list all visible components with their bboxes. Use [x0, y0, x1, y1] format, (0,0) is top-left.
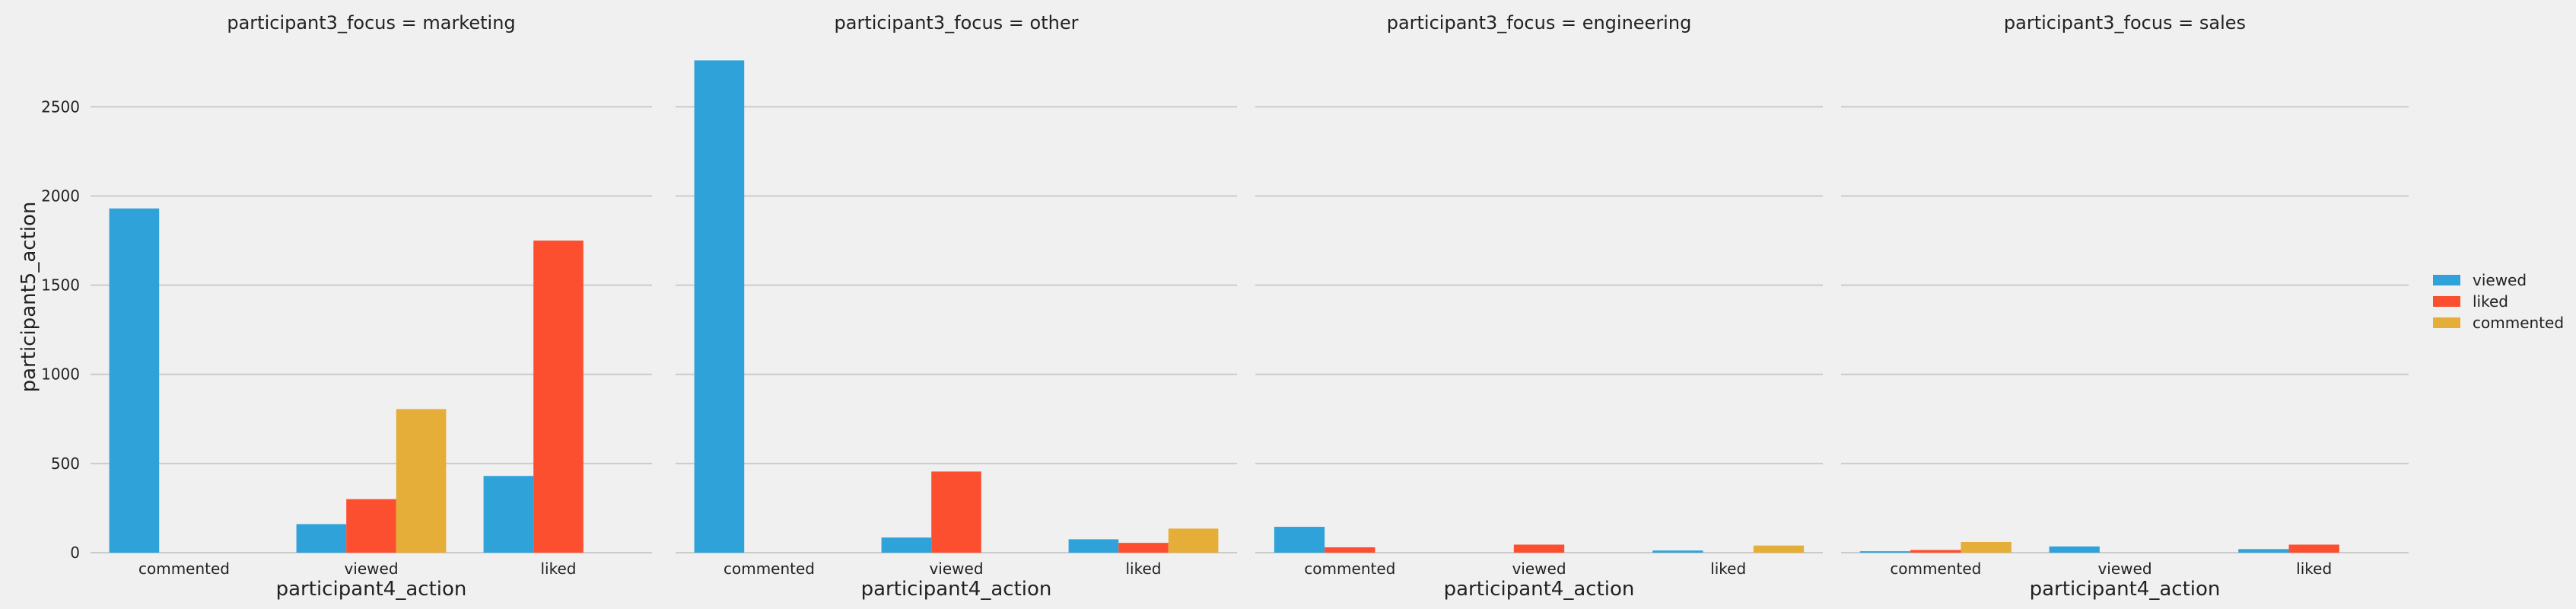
legend-entry-viewed: viewed	[2473, 271, 2527, 289]
x-axis-label: participant4_action	[1444, 578, 1635, 601]
bar-viewed-viewed	[2049, 546, 2100, 553]
x-axis-label: participant4_action	[861, 578, 1052, 601]
y-tick-label: 2500	[41, 97, 80, 116]
bar-commented-commented	[1961, 541, 2012, 553]
y-tick-label: 0	[70, 544, 80, 562]
y-tick-label: 1500	[41, 276, 80, 295]
bar-viewed-viewed	[296, 524, 347, 553]
facets-group: 0 500 1000 1500 2000 2500 participant3_focus =…	[41, 12, 2409, 601]
x-tick-label: viewed	[1512, 560, 1566, 578]
bar-commented-liked	[1753, 545, 1805, 553]
bar-viewed-commented	[109, 208, 160, 553]
bar-liked-commented	[1910, 550, 1961, 553]
legend-swatch-commented	[2433, 317, 2460, 328]
bar-liked-liked	[2288, 544, 2339, 553]
bar-commented-liked	[1168, 528, 1219, 553]
y-axis-label: participant5_action	[17, 202, 40, 393]
bar-viewed-viewed	[881, 537, 932, 553]
bar-liked-commented	[1325, 547, 1375, 553]
x-tick-label: commented	[724, 560, 815, 578]
legend-entry-liked: liked	[2473, 292, 2508, 311]
x-tick-label: commented	[1890, 560, 1981, 578]
x-axis-label: participant4_action	[276, 578, 467, 601]
bar-viewed-commented	[1859, 551, 1911, 553]
y-tick-label: 500	[51, 454, 80, 473]
x-tick-label: liked	[2296, 560, 2332, 578]
x-tick-label: liked	[1710, 560, 1746, 578]
legend-entry-commented: commented	[2473, 314, 2564, 332]
bar-liked-liked	[1118, 543, 1169, 553]
facet-title: participant3_focus = marketing	[227, 12, 515, 33]
bar-liked-viewed	[1513, 544, 1565, 553]
legend: viewed liked commented	[2433, 271, 2564, 332]
bar-commented-viewed	[396, 409, 447, 553]
bar-viewed-commented	[694, 60, 745, 553]
x-tick-label: commented	[138, 560, 230, 578]
x-tick-label: viewed	[929, 560, 983, 578]
facet-title: participant3_focus = sales	[2004, 12, 2246, 33]
facet-3: participant3_focus = sales commented viewe…	[1841, 12, 2409, 601]
bar-liked-liked	[533, 241, 584, 553]
y-tick-label: 1000	[41, 365, 80, 384]
x-tick-label: commented	[1304, 560, 1395, 578]
bar-liked-viewed	[931, 471, 981, 553]
facet-2: participant3_focus = engineering commente…	[1255, 12, 1823, 601]
bar-viewed-commented	[1274, 527, 1325, 553]
facet-title: participant3_focus = engineering	[1387, 12, 1692, 33]
bar-liked-viewed	[346, 499, 396, 553]
legend-swatch-viewed	[2433, 275, 2460, 285]
facet-title: participant3_focus = other	[835, 12, 1079, 33]
x-tick-label: viewed	[344, 560, 398, 578]
facet-0: 0 500 1000 1500 2000 2500 participant3_focus =…	[41, 12, 652, 601]
x-tick-label: viewed	[2097, 560, 2151, 578]
bar-viewed-liked	[483, 476, 534, 553]
bar-viewed-liked	[1652, 550, 1703, 553]
y-tick-label: 2000	[41, 187, 80, 205]
x-tick-label: liked	[1126, 560, 1162, 578]
legend-swatch-liked	[2433, 296, 2460, 307]
bar-viewed-liked	[2238, 549, 2289, 553]
facet-1: participant3_focus = other commented viewe…	[676, 12, 1237, 601]
x-axis-label: participant4_action	[2030, 578, 2221, 601]
bar-viewed-liked	[1068, 539, 1119, 553]
x-tick-label: liked	[541, 560, 577, 578]
